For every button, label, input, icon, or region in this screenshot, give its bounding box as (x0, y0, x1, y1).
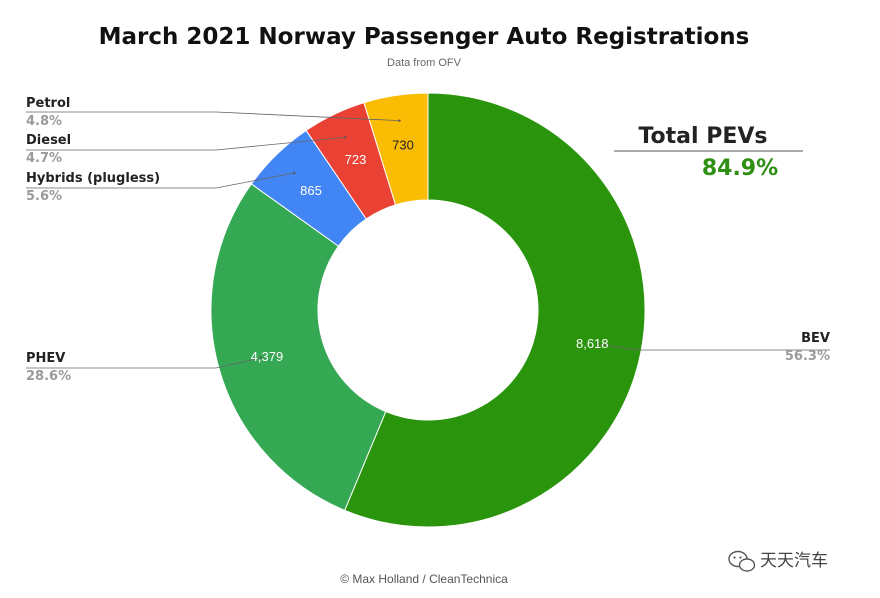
value-label-phev: 4,379 (251, 349, 284, 364)
percent-label-bev: 56.3% (785, 349, 830, 364)
total-pevs-value: 84.9% (702, 156, 778, 181)
category-label-diesel: Diesel (26, 133, 71, 148)
category-label-phev: PHEV (26, 351, 65, 366)
percent-label-hybrids-plugless: 5.6% (26, 189, 62, 204)
donut-slices (210, 92, 646, 528)
slice-petrol (363, 92, 429, 206)
leader-line-bev (598, 343, 830, 351)
watermark: 天天汽车 (728, 550, 828, 572)
total-pevs-label: Total PEVs (638, 124, 767, 149)
leader-line-diesel (26, 136, 346, 151)
value-label-hybrids-plugless: 865 (300, 183, 322, 198)
slice-bev (344, 92, 646, 528)
category-label-petrol: Petrol (26, 96, 70, 111)
value-labels: 8,618 4,379 865 723 730 (251, 137, 609, 364)
category-label-bev: BEV (801, 331, 830, 346)
value-label-petrol: 730 (392, 137, 414, 152)
leader-line-hybrids-plugless (26, 172, 295, 189)
value-label-diesel: 723 (345, 152, 367, 167)
slice-phev (210, 183, 387, 512)
leader-line-phev (26, 357, 262, 369)
leader-lines (26, 111, 830, 369)
chart-subtitle: Data from OFV (387, 57, 462, 69)
leader-dot-phev (259, 356, 263, 359)
percent-label-diesel: 4.7% (26, 151, 62, 166)
wechat-icon (728, 550, 756, 572)
leader-line-petrol (26, 111, 400, 122)
percent-label-phev: 28.6% (26, 369, 71, 384)
value-label-bev: 8,618 (576, 336, 609, 351)
leader-dot-bev (596, 342, 600, 346)
category-labels: BEV 56.3% PHEV 28.6% Hybrids (plugless) 5.6% D… (26, 96, 830, 384)
total-pevs-annotation: Total PEVs 84.9% (614, 124, 803, 181)
chart-credit: © Max Holland / CleanTechnica (340, 572, 508, 586)
watermark-text: 天天汽车 (760, 551, 828, 571)
chart-title: March 2021 Norway Passenger Auto Registr… (99, 24, 750, 50)
percent-label-petrol: 4.8% (26, 114, 62, 129)
category-label-hybrids-plugless: Hybrids (plugless) (26, 171, 160, 186)
